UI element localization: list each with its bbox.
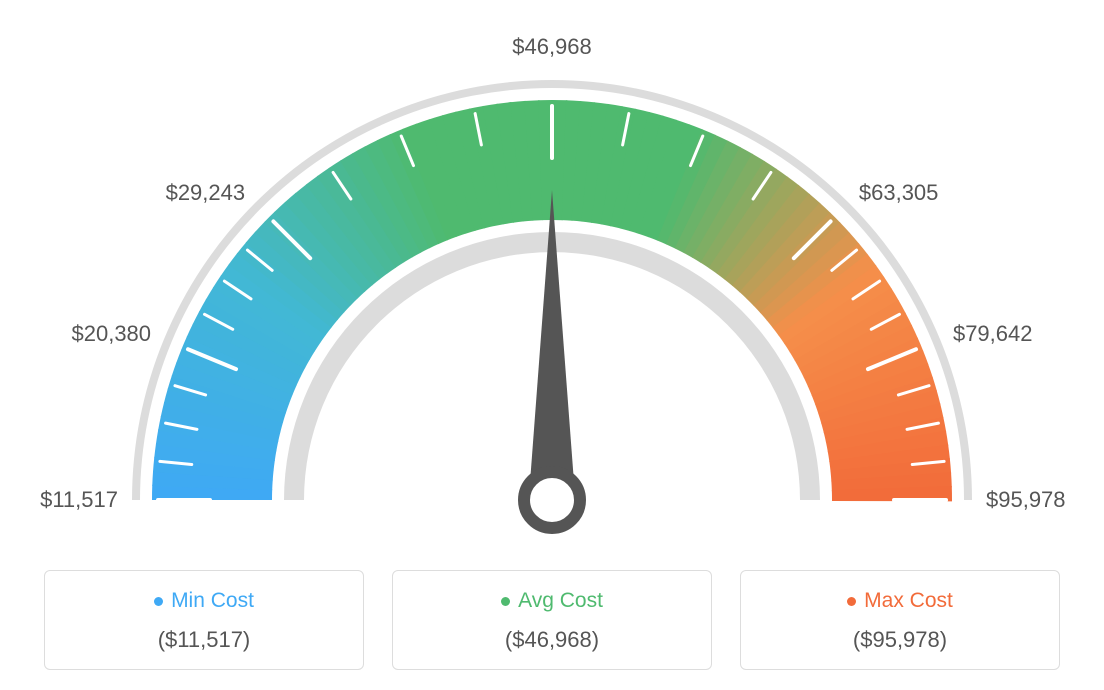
- gauge-tick-label: $20,380: [72, 321, 152, 347]
- legend-value-max: ($95,978): [751, 627, 1049, 653]
- gauge-tick-label: $46,968: [512, 34, 592, 60]
- legend-title-avg: Avg Cost: [501, 589, 603, 613]
- gauge-tick-label: $11,517: [40, 487, 118, 513]
- legend-row: Min Cost ($11,517) Avg Cost ($46,968) Ma…: [0, 570, 1104, 670]
- legend-label: Min Cost: [171, 589, 254, 613]
- legend-label: Avg Cost: [518, 589, 603, 613]
- legend-value-avg: ($46,968): [403, 627, 701, 653]
- legend-card-avg: Avg Cost ($46,968): [392, 570, 712, 670]
- gauge-tick-label: $63,305: [859, 180, 939, 206]
- cost-gauge-container: $11,517 $20,380 $29,243 $46,968 $63,305 $79,6…: [0, 0, 1104, 690]
- legend-card-min: Min Cost ($11,517): [44, 570, 364, 670]
- gauge-tick-label: $29,243: [166, 180, 246, 206]
- legend-card-max: Max Cost ($95,978): [740, 570, 1060, 670]
- dot-icon: [847, 597, 856, 606]
- gauge-tick-label: $79,642: [953, 321, 1033, 347]
- legend-title-min: Min Cost: [154, 589, 254, 613]
- legend-value-min: ($11,517): [55, 627, 353, 653]
- gauge-tick-label: $95,978: [986, 487, 1066, 513]
- gauge-chart: $11,517 $20,380 $29,243 $46,968 $63,305 $79,6…: [0, 0, 1104, 560]
- dot-icon: [501, 597, 510, 606]
- legend-title-max: Max Cost: [847, 589, 953, 613]
- legend-label: Max Cost: [864, 589, 953, 613]
- dot-icon: [154, 597, 163, 606]
